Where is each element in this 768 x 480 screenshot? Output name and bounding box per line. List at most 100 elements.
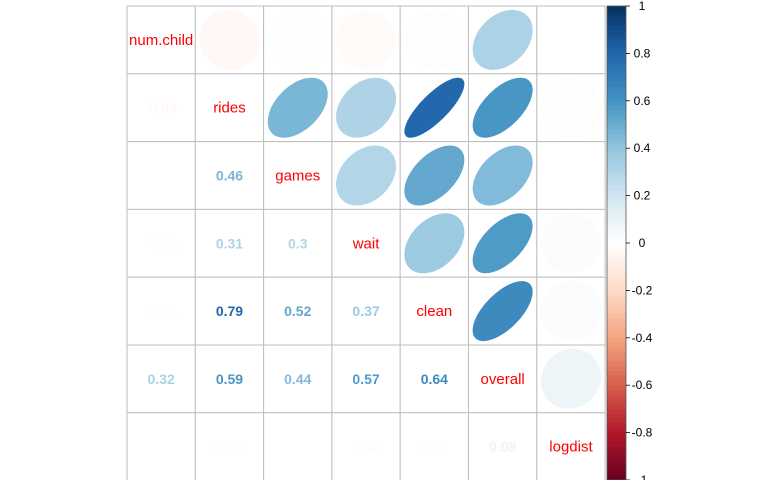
correlation-value: -0.01: [145, 303, 177, 319]
legend-color-step: [607, 10, 626, 17]
legend-tick-label: -0.4: [632, 331, 653, 345]
legend-color-step: [607, 119, 626, 126]
correlation-ellipse: [404, 145, 465, 206]
legend-color-step: [607, 100, 626, 107]
correlation-ellipse: [404, 77, 465, 138]
correlation-ellipse: [336, 9, 397, 70]
legend-color-step: [607, 470, 626, 476]
legend-color-step: [607, 404, 626, 410]
legend-color-step: [607, 399, 626, 405]
legend-color-step: [607, 233, 626, 239]
matrix-cell: [126, 344, 196, 414]
correlation-ellipse: [540, 77, 601, 138]
correlation-ellipse: [472, 9, 533, 70]
legend-color-step: [607, 418, 626, 424]
legend-color-step: [607, 96, 626, 102]
legend-color-step: [607, 328, 626, 334]
legend-tick-label: 0.2: [634, 189, 651, 203]
correlation-ellipse: [404, 9, 465, 70]
correlation-value: 0.3: [288, 235, 308, 251]
legend-color-step: [607, 252, 626, 258]
legend-color-step: [607, 342, 626, 348]
legend-tick-label: -0.2: [632, 283, 653, 297]
legend-color-step: [607, 295, 626, 301]
correlation-value: -0.01: [213, 439, 245, 455]
legend-color-step: [607, 314, 626, 320]
legend-color-step: [607, 247, 626, 254]
legend-color-step: [607, 181, 626, 187]
legend-color-step: [607, 442, 626, 448]
matrix-cell: [126, 5, 196, 75]
legend-color-step: [607, 143, 626, 149]
correlation-ellipse: [540, 9, 601, 70]
matrix-cell: [126, 276, 196, 346]
legend-color-step: [607, 337, 626, 344]
matrix-cell: [126, 412, 196, 480]
correlation-value: 0.32: [148, 371, 175, 387]
legend-color-step: [607, 34, 626, 40]
legend-color-step: [607, 228, 626, 235]
legend-color-step: [607, 62, 626, 69]
matrix-marks: num.child -0.04 rides 0.46 games -0.02 0.31 0.3…: [129, 9, 601, 456]
variable-label: num.child: [129, 32, 193, 49]
legend-color-step: [607, 356, 626, 363]
legend-color-step: [607, 176, 626, 182]
legend-color-step: [607, 257, 626, 263]
legend-color-step: [607, 323, 626, 329]
legend-color-step: [607, 290, 626, 296]
color-legend: 1 0.8 0.6 0.4 0.2 0 -0.2 -0.4 -0.6 -0.8 -1: [606, 0, 653, 480]
correlation-ellipse: [472, 213, 533, 274]
legend-color-step: [607, 461, 626, 467]
legend-color-step: [607, 162, 626, 168]
variable-label: overall: [481, 371, 525, 388]
matrix-cell: [194, 208, 265, 278]
correlation-value: 0.59: [216, 371, 243, 387]
legend-tick-label: 0.4: [634, 141, 651, 155]
matrix-cell: [331, 208, 401, 278]
legend-color-step: [607, 6, 626, 12]
legend-color-step: [607, 152, 626, 159]
correlation-ellipse: [267, 9, 328, 70]
legend-color-step: [607, 110, 626, 116]
legend-color-step: [607, 214, 626, 220]
correlation-ellipse: [472, 145, 533, 206]
matrix-cell: [331, 344, 401, 414]
legend-color-step: [607, 53, 626, 59]
legend-color-step: [607, 243, 626, 249]
legend-color-step: [607, 280, 626, 287]
correlation-ellipse: [267, 77, 328, 138]
legend-color-step: [607, 148, 626, 154]
legend-color-step: [607, 361, 626, 367]
matrix-cell: [194, 412, 265, 480]
correlation-value: 0.79: [216, 303, 243, 319]
matrix-cell: [126, 141, 196, 210]
correlation-ellipse: [540, 348, 601, 409]
legend-color-step: [607, 370, 626, 377]
legend-color-step: [607, 190, 626, 197]
correlation-value: 0.08: [489, 439, 516, 455]
legend-tick-label: 0.8: [634, 46, 651, 60]
legend-color-step: [607, 72, 626, 78]
correlation-value: 0.37: [352, 303, 379, 319]
correlation-ellipse: [540, 145, 601, 206]
legend-color-step: [607, 91, 626, 97]
legend-color-step: [607, 81, 626, 88]
legend-color-step: [607, 29, 626, 36]
matrix-cell: [399, 344, 470, 414]
matrix-cell: [536, 412, 606, 480]
legend-color-step: [607, 86, 626, 92]
legend-color-step: [607, 285, 626, 291]
legend-color-step: [607, 124, 626, 130]
correlation-ellipse: [336, 77, 397, 138]
legend-color-step: [607, 375, 626, 382]
legend-color-step: [607, 105, 626, 111]
legend-color-step: [607, 43, 626, 50]
legend-color-step: [607, 77, 626, 83]
correlation-value: 0.02: [352, 439, 379, 455]
correlation-ellipse: [199, 9, 260, 70]
legend-color-step: [607, 427, 626, 434]
legend-tick-label: 1: [639, 0, 646, 13]
legend-color-step: [607, 15, 626, 21]
legend-tick-label: -1: [637, 473, 648, 480]
